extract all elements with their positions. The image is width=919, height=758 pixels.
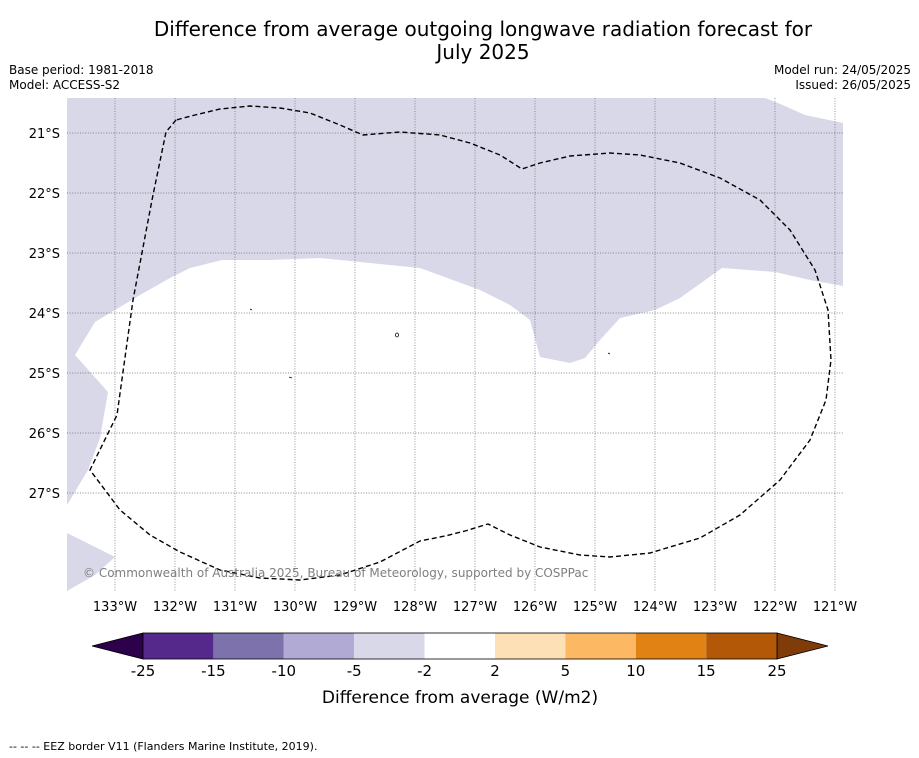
colorbar: -25 -15 -10 -5 -2 2 5 10 15 25 Differenc… [91,632,829,708]
map-credit: © Commonwealth of Australia 2025, Bureau… [83,566,588,580]
lon-label: 125°W [573,600,617,615]
colorbar-tick: 5 [561,662,571,680]
lon-label: 123°W [693,600,737,615]
colorbar-tick: 2 [490,662,500,680]
colorbar-seg [706,633,777,659]
latitude-labels: 21°S 22°S 23°S 24°S 25°S 26°S 27°S [29,127,60,502]
colorbar-tick: 10 [626,662,645,680]
lat-label: 25°S [29,367,60,382]
model-run-text: Model run: 24/05/2025 [773,63,911,77]
lat-label: 24°S [29,307,60,322]
gridlines [67,98,843,591]
title-line-1: Difference from average outgoing longwav… [153,17,813,41]
lon-label: 132°W [153,600,197,615]
chart-title: Difference from average outgoing longwav… [0,18,919,64]
lon-label: 124°W [633,600,677,615]
colorbar-seg [354,633,425,659]
colorbar-outline [142,632,778,660]
small-islands [249,308,611,379]
lon-label: 126°W [513,600,557,615]
colorbar-tick: -10 [272,662,297,680]
lon-label: 121°W [813,600,857,615]
colorbar-tick: -5 [347,662,362,680]
longitude-labels: 133°W 132°W 131°W 130°W 129°W 128°W 127°… [93,600,857,615]
lat-label: 22°S [29,187,60,202]
lon-label: 128°W [393,600,437,615]
colorbar-seg [283,633,355,659]
issued-text: Issued: 26/05/2025 [795,78,911,92]
lat-label: 27°S [29,487,60,502]
lon-label: 129°W [333,600,377,615]
anomaly-region-upper [67,98,843,505]
colorbar-seg [143,633,214,659]
colorbar-over-arrow [776,632,829,660]
lon-label: 127°W [453,600,497,615]
colorbar-seg [565,633,636,659]
lat-label: 23°S [29,247,60,262]
lon-label: 133°W [93,600,137,615]
colorbar-seg [213,633,284,659]
lon-label: 130°W [273,600,317,615]
colorbar-seg [424,633,495,659]
base-period-text: Base period: 1981-2018 [9,63,154,77]
colorbar-tick: 15 [697,662,716,680]
colorbar-seg [495,633,566,659]
model-name-text: Model: ACCESS-S2 [9,78,121,92]
run-info: Model run: 24/05/2025 Issued: 26/05/2025 [774,63,911,93]
lat-label: 26°S [29,427,60,442]
eez-border-line [89,105,832,581]
colorbar-tick: -25 [131,662,156,680]
model-info: Base period: 1981-2018 Model: ACCESS-S2 [9,63,154,93]
title-line-2: July 2025 [436,40,530,64]
lat-label: 21°S [29,127,60,142]
eez-footnote: -- -- -- EEZ border V11 (Flanders Marine… [9,740,318,753]
colorbar-under-arrow [91,632,144,660]
colorbar-tick: -15 [201,662,226,680]
lon-label: 122°W [753,600,797,615]
colorbar-tick: 25 [767,662,786,680]
lon-label: 131°W [213,600,257,615]
colorbar-tick: -2 [417,662,432,680]
map-panel: © Commonwealth of Australia 2025, Bureau… [67,98,843,591]
anomaly-region-corner [67,533,115,591]
colorbar-label: Difference from average (W/m2) [322,688,598,708]
colorbar-seg [635,633,707,659]
